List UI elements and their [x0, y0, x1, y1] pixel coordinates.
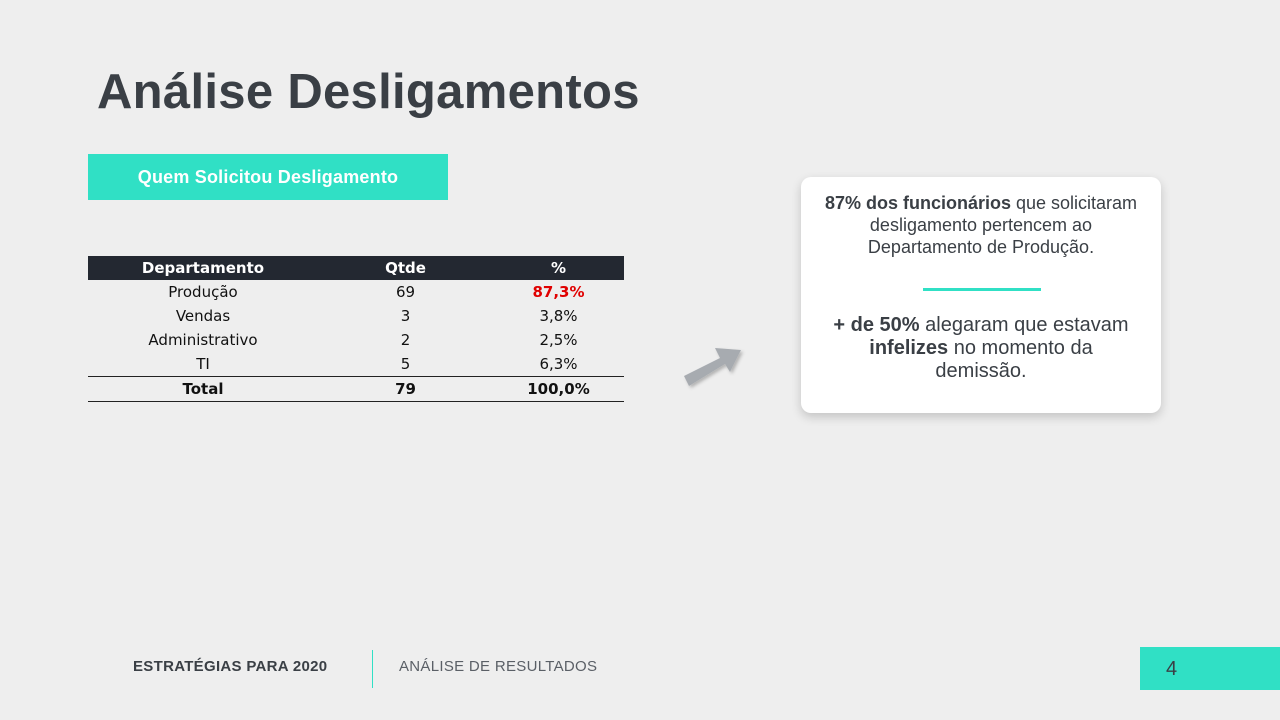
table-row: Administrativo 2 2,5% [88, 328, 624, 352]
insight-2-highlight-1: + de 50% [833, 314, 920, 336]
cell-departamento: Administrativo [148, 331, 258, 349]
table-row: Vendas 3 3,8% [88, 304, 624, 328]
insight-1-highlight: 87% dos funcionários [824, 193, 1011, 213]
cell-percent: 6,3% [539, 355, 578, 373]
column-header-percent: % [493, 256, 624, 280]
insight-card: 87% dos funcionários que solicitaram des… [801, 177, 1161, 413]
cell-qtde: 2 [400, 331, 411, 349]
footer-section-label: ANÁLISE DE RESULTADOS [399, 658, 598, 675]
cell-percent-highlight: 87,3% [532, 283, 585, 301]
cell-percent: 2,5% [539, 331, 578, 349]
cell-departamento: Vendas [175, 307, 231, 325]
column-header-departamento: Departamento [88, 256, 318, 280]
footer-strategy-label: ESTRATÉGIAS PARA 2020 [133, 658, 328, 675]
page-number: 4 [1166, 658, 1178, 680]
column-header-qtde: Qtde [318, 256, 493, 280]
cell-qtde: 5 [400, 355, 411, 373]
departments-table: Departamento Qtde % Produção 69 87,3% Ve… [88, 256, 624, 402]
cell-percent: 3,8% [539, 307, 578, 325]
cell-departamento: TI [196, 355, 210, 373]
cell-total-label: Total [88, 376, 318, 402]
insight-divider [923, 288, 1041, 291]
cell-departamento: Produção [168, 283, 238, 301]
cell-total-percent: 100,0% [493, 376, 624, 402]
insight-text-2: + de 50% alegaram que estavam infelizes … [821, 314, 1141, 383]
table-header-row: Departamento Qtde % [88, 256, 624, 280]
footer-divider [372, 650, 373, 688]
insight-2-highlight-2: infelizes [869, 337, 949, 359]
page-title: Análise Desligamentos [97, 65, 640, 119]
page-number-box: 4 [1140, 647, 1280, 690]
insight-2-end: no momento da demissão. [935, 337, 1093, 382]
cell-total-qtde: 79 [318, 376, 493, 402]
insight-2-middle: alegaram que estavam [919, 314, 1129, 336]
arrow-up-right-icon [684, 348, 741, 386]
insight-1-rest: que solicitaram desligamento pertencem a… [867, 193, 1138, 257]
table-row: Produção 69 87,3% [88, 280, 624, 304]
insight-text-1: 87% dos funcionários que solicitaram des… [821, 192, 1141, 258]
cell-qtde: 69 [395, 283, 416, 301]
cell-qtde: 3 [400, 307, 411, 325]
table-total-row: Total 79 100,0% [88, 376, 624, 402]
section-label: Quem Solicitou Desligamento [88, 154, 448, 200]
table-row: TI 5 6,3% [88, 352, 624, 377]
section-label-text: Quem Solicitou Desligamento [137, 166, 399, 187]
